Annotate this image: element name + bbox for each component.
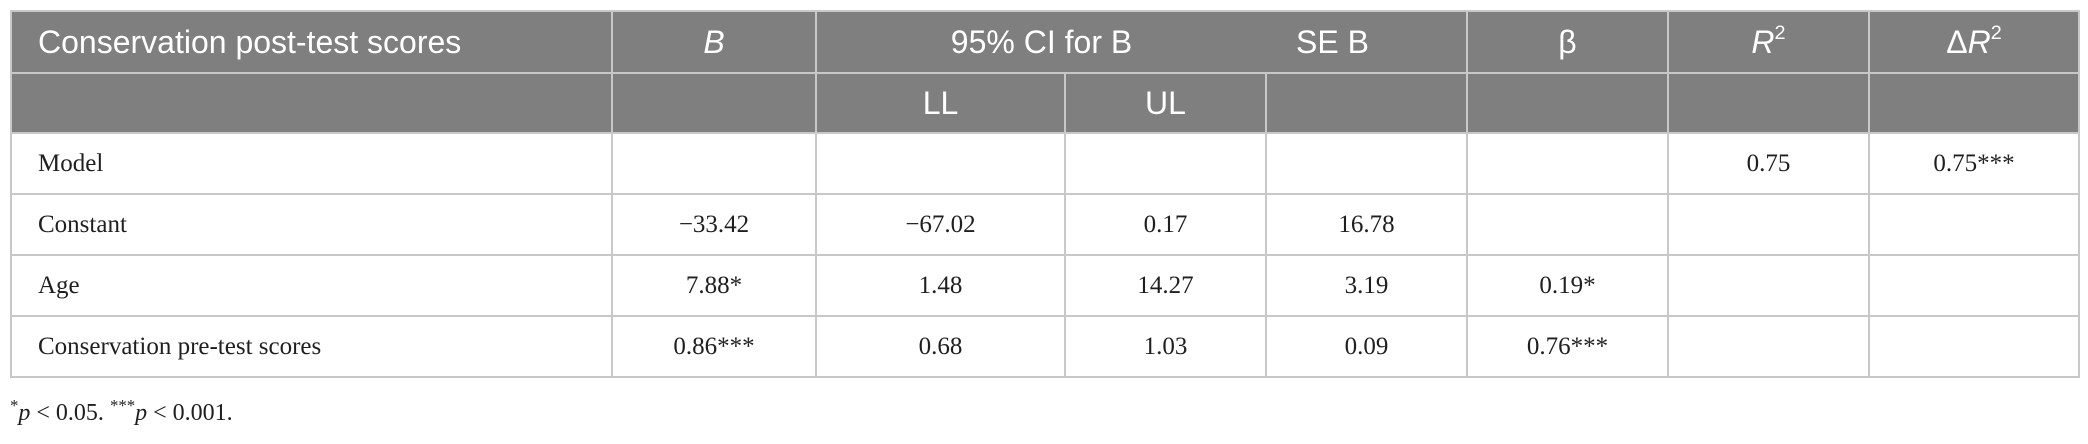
header-delta-r2-sup: 2 bbox=[1990, 21, 2002, 44]
table-row: Age 7.88* 1.48 14.27 3.19 0.19* bbox=[10, 254, 2080, 317]
cell-r2: 0.75 bbox=[1667, 132, 1870, 195]
cell-ul: 14.27 bbox=[1064, 254, 1267, 317]
cell-ll bbox=[815, 132, 1066, 195]
cell-b: 7.88* bbox=[611, 254, 817, 317]
footnote-text-2: < 0.001. bbox=[147, 400, 233, 426]
header-delta-symbol: Δ bbox=[1946, 23, 1968, 60]
row-label: Constant bbox=[10, 193, 613, 256]
header-blank-0 bbox=[10, 72, 613, 134]
cell-b: 0.86*** bbox=[611, 315, 817, 378]
cell-beta: 0.76*** bbox=[1466, 315, 1669, 378]
cell-b: −33.42 bbox=[611, 193, 817, 256]
footnote-p-1: p bbox=[18, 400, 31, 426]
cell-dr2 bbox=[1868, 254, 2080, 317]
cell-se: 16.78 bbox=[1265, 193, 1468, 256]
table-row: Constant −33.42 −67.02 0.17 16.78 bbox=[10, 193, 2080, 256]
cell-ll: 1.48 bbox=[815, 254, 1066, 317]
table-header: Conservation post-test scores B 95% CI f… bbox=[10, 10, 2080, 134]
cell-beta bbox=[1466, 132, 1669, 195]
row-label: Model bbox=[10, 132, 613, 195]
table-row: Conservation pre-test scores 0.86*** 0.6… bbox=[10, 315, 2080, 378]
cell-r2 bbox=[1667, 315, 1870, 378]
cell-b bbox=[611, 132, 817, 195]
header-blank-1 bbox=[611, 72, 817, 134]
regression-table: Conservation post-test scores B 95% CI f… bbox=[10, 10, 2080, 378]
header-blank-7 bbox=[1868, 72, 2080, 134]
cell-ul: 0.17 bbox=[1064, 193, 1267, 256]
regression-table-container: Conservation post-test scores B 95% CI f… bbox=[10, 10, 2080, 378]
footnote-star-1: * bbox=[10, 395, 19, 415]
header-row-1: Conservation post-test scores B 95% CI f… bbox=[10, 10, 2080, 74]
cell-ll: −67.02 bbox=[815, 193, 1066, 256]
header-delta-r2-base: R bbox=[1967, 23, 1991, 60]
cell-beta: 0.19* bbox=[1466, 254, 1669, 317]
header-r2-sup: 2 bbox=[1774, 21, 1786, 44]
cell-ul bbox=[1064, 132, 1267, 195]
header-r2: R2 bbox=[1667, 10, 1870, 74]
header-outcome: Conservation post-test scores bbox=[10, 10, 613, 74]
header-se-b: SE B bbox=[1266, 10, 1468, 74]
cell-se bbox=[1265, 132, 1468, 195]
cell-dr2: 0.75*** bbox=[1868, 132, 2080, 195]
cell-r2 bbox=[1667, 254, 1870, 317]
cell-se: 0.09 bbox=[1265, 315, 1468, 378]
table-footnote: *p < 0.05. ***p < 0.001. bbox=[10, 397, 233, 427]
table-row: Model 0.75 0.75*** bbox=[10, 132, 2080, 195]
header-blank-5 bbox=[1466, 72, 1669, 134]
table-body: Model 0.75 0.75*** Constant −33.42 −67.0… bbox=[10, 132, 2080, 378]
header-blank-4 bbox=[1265, 72, 1468, 134]
footnote-text-1: < 0.05. bbox=[30, 400, 110, 426]
cell-beta bbox=[1466, 193, 1669, 256]
header-ll: LL bbox=[815, 72, 1066, 134]
cell-ll: 0.68 bbox=[815, 315, 1066, 378]
footnote-p-2: p bbox=[135, 400, 148, 426]
header-b: B bbox=[611, 10, 817, 74]
header-ci: 95% CI for B bbox=[815, 10, 1266, 74]
cell-se: 3.19 bbox=[1265, 254, 1468, 317]
footnote-star-2: *** bbox=[109, 395, 136, 415]
header-r2-base: R bbox=[1751, 23, 1775, 60]
header-row-2: LL UL bbox=[10, 72, 2080, 134]
cell-ul: 1.03 bbox=[1064, 315, 1267, 378]
header-delta-r2: ΔR2 bbox=[1868, 10, 2080, 74]
row-label: Conservation pre-test scores bbox=[10, 315, 613, 378]
cell-dr2 bbox=[1868, 193, 2080, 256]
cell-r2 bbox=[1667, 193, 1870, 256]
header-blank-6 bbox=[1667, 72, 1870, 134]
row-label: Age bbox=[10, 254, 613, 317]
header-beta: β bbox=[1466, 10, 1669, 74]
cell-dr2 bbox=[1868, 315, 2080, 378]
header-ul: UL bbox=[1064, 72, 1267, 134]
